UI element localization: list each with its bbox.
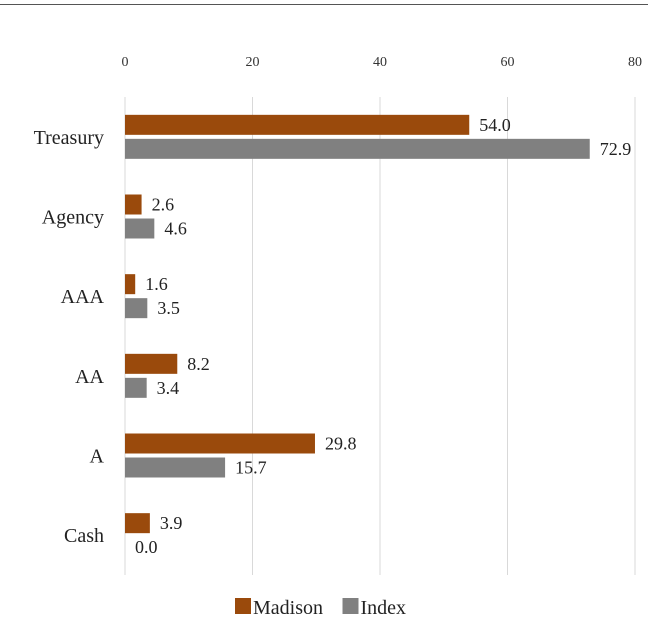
bar-madison-a [125,433,315,454]
value-label: 15.7 [235,458,267,478]
category-label: AA [75,366,104,388]
category-label: Treasury [34,127,104,149]
bar-index-a [125,457,226,478]
legend-label: Madison [253,597,323,619]
legend-swatch [342,598,359,614]
x-axis-ticks: 0 20 40 60 80 [122,55,643,70]
bar-index-agency [125,218,155,239]
value-label: 3.5 [157,298,180,318]
value-label: 29.8 [325,434,357,454]
x-tick-label: 40 [373,55,387,70]
category-label: A [90,446,105,468]
legend: Madison Index [235,597,406,619]
bar-madison-treasury [125,114,470,135]
x-tick-label: 80 [628,55,642,70]
bar-index-aaa [125,298,148,319]
value-label: 72.9 [600,139,632,159]
bars [125,114,590,534]
grid-layer [124,97,636,575]
value-label: 54.0 [479,115,511,135]
value-label: 4.6 [164,219,187,239]
value-label: 3.4 [157,378,180,398]
value-label: 8.2 [187,354,210,374]
bar-index-aa [125,377,147,398]
category-label: Cash [64,525,104,547]
bar-madison-aaa [125,274,136,295]
bar-index-treasury [125,138,590,159]
category-label: AAA [61,286,105,308]
value-label: 2.6 [152,195,175,215]
legend-label: Index [361,597,407,619]
x-tick-label: 60 [501,55,515,70]
value-label: 1.6 [145,274,168,294]
bar-madison-aa [125,353,178,374]
x-tick-label: 20 [246,55,260,70]
x-tick-label: 0 [122,55,129,70]
category-label: Agency [42,207,104,229]
top-divider [0,4,648,5]
value-label: 3.9 [160,513,183,533]
value-labels: 54.0 72.9 2.6 4.6 1.6 3.5 8.2 3.4 29.8 15.7 3.90.0 [135,115,631,557]
value-label: 0.0 [135,537,158,557]
legend-swatch [235,598,251,614]
bar-madison-cash [125,513,150,534]
bar-madison-agency [125,194,142,215]
